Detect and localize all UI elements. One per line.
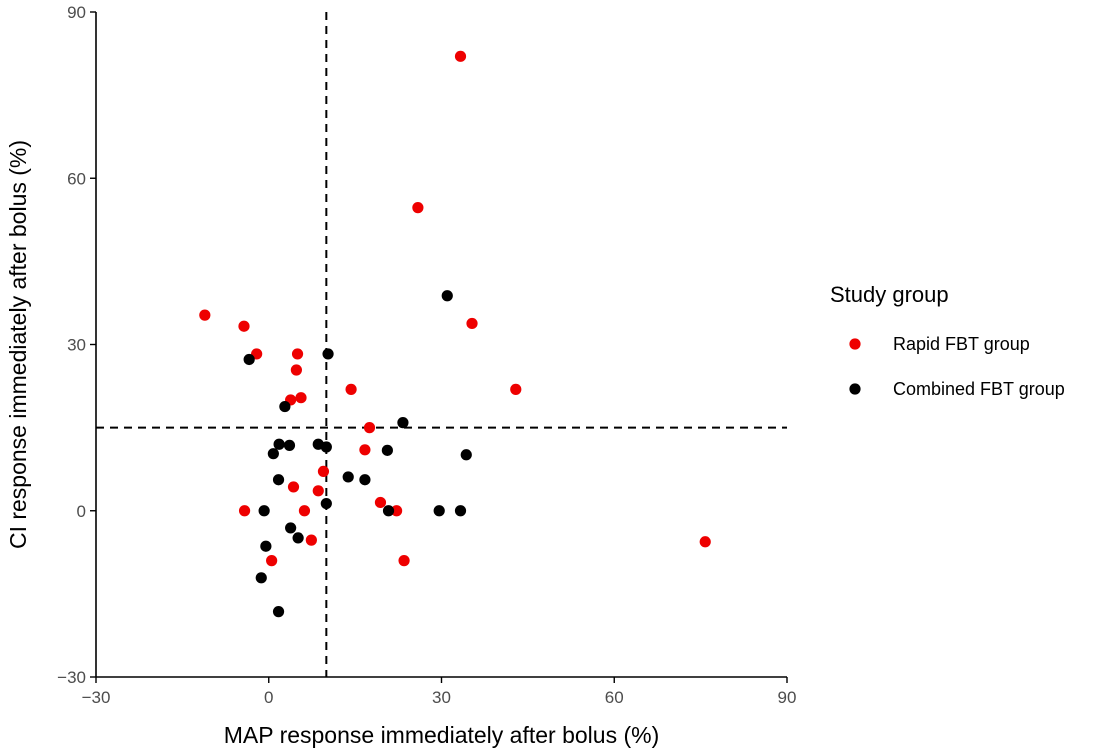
combined-fbt-point bbox=[342, 471, 354, 483]
rapid-fbt-point bbox=[238, 320, 250, 332]
rapid-fbt-point bbox=[287, 481, 300, 493]
rapid-fbt-point bbox=[345, 383, 357, 395]
rapid-fbt-point bbox=[699, 536, 711, 548]
combined-fbt-point bbox=[279, 400, 291, 413]
combined-fbt-point bbox=[460, 449, 472, 461]
x-axis-ticks: −30 0 30 60 90 bbox=[82, 677, 797, 707]
legend-entries: Rapid FBT group Combined FBT group bbox=[849, 334, 1065, 399]
combined-fbt-point bbox=[260, 540, 272, 552]
combined-fbt-point bbox=[322, 348, 334, 360]
rapid-fbt-point bbox=[312, 485, 324, 497]
rapid-fbt-point bbox=[454, 50, 467, 62]
combined-fbt-point bbox=[292, 532, 304, 544]
plot-area: −30 0 30 60 90 −30 0 30 60 90 bbox=[57, 3, 796, 707]
y-tick-label: 60 bbox=[67, 169, 86, 188]
combined-fbt-point bbox=[243, 353, 255, 366]
rapid-fbt-point bbox=[305, 534, 317, 546]
y-tick-label: 90 bbox=[67, 3, 86, 22]
rapid-fbt-point bbox=[390, 505, 403, 517]
combined-fbt-point bbox=[454, 505, 467, 517]
y-axis-ticks: −30 0 30 60 90 bbox=[57, 3, 96, 687]
data-points bbox=[199, 50, 711, 618]
x-tick-label: 30 bbox=[432, 688, 451, 707]
rapid-fbt-point bbox=[266, 555, 278, 567]
x-tick-label: 60 bbox=[605, 688, 624, 707]
combined-fbt-point bbox=[433, 505, 445, 517]
rapid-fbt-point bbox=[466, 317, 478, 330]
combined-fbt-point bbox=[320, 497, 332, 510]
rapid-fbt-point bbox=[398, 555, 410, 567]
rapid-fbt-point bbox=[291, 348, 304, 360]
y-tick-label: 0 bbox=[77, 502, 86, 521]
x-tick-label: 0 bbox=[264, 688, 273, 707]
rapid-fbt-point bbox=[295, 392, 307, 404]
legend-label: Combined FBT group bbox=[893, 379, 1065, 399]
rapid-fbt-point bbox=[359, 444, 371, 456]
rapid-fbt-point bbox=[363, 422, 376, 434]
combined-fbt-point bbox=[320, 441, 332, 453]
x-tick-label: 90 bbox=[778, 688, 797, 707]
rapid-fbt-point bbox=[510, 383, 522, 395]
combined-fbt-point bbox=[272, 474, 285, 486]
combined-fbt-point bbox=[359, 474, 371, 486]
combined-fbt-point bbox=[272, 606, 285, 618]
rapid-fbt-point bbox=[290, 364, 302, 376]
rapid-fbt-point bbox=[374, 496, 387, 509]
legend: Study group Rapid FBT group Combined FBT … bbox=[830, 282, 1065, 399]
y-tick-label: 30 bbox=[67, 336, 86, 355]
combined-fbt-point bbox=[397, 417, 409, 429]
y-axis-title: CI response immediately after bolus (%) bbox=[5, 140, 31, 549]
combined-fbt-point bbox=[258, 505, 270, 517]
combined-fbt-point bbox=[283, 439, 296, 451]
combined-fbt-point bbox=[267, 448, 279, 460]
rapid-fbt-point bbox=[199, 309, 211, 321]
rapid-fbt-point bbox=[317, 465, 330, 478]
y-tick-label: −30 bbox=[57, 668, 86, 687]
legend-key bbox=[849, 338, 861, 350]
rapid-fbt-point bbox=[412, 202, 424, 214]
x-tick-label: −30 bbox=[82, 688, 111, 707]
legend-title: Study group bbox=[830, 282, 949, 307]
x-axis-title: MAP response immediately after bolus (%) bbox=[224, 722, 659, 748]
combined-fbt-point bbox=[382, 505, 395, 517]
combined-fbt-point bbox=[441, 290, 453, 302]
legend-key bbox=[849, 383, 861, 395]
legend-label: Rapid FBT group bbox=[893, 334, 1030, 354]
combined-fbt-point bbox=[273, 438, 285, 450]
rapid-fbt-point bbox=[298, 505, 311, 517]
combined-fbt-point bbox=[255, 572, 267, 584]
combined-fbt-point bbox=[285, 522, 297, 534]
rapid-fbt-point bbox=[238, 505, 251, 517]
combined-fbt-point bbox=[381, 444, 393, 456]
